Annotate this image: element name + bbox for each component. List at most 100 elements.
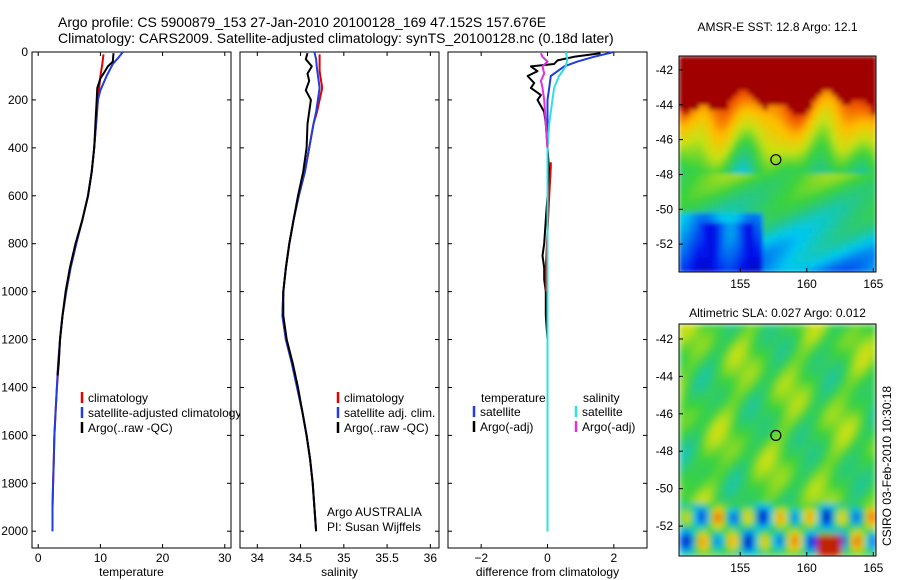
map-cell	[688, 110, 695, 116]
map-cell	[728, 267, 734, 272]
map-cell	[688, 85, 695, 91]
map-cell	[693, 513, 700, 520]
map-cell	[826, 403, 833, 409]
map-cell	[792, 154, 798, 160]
map-cell	[713, 503, 719, 510]
map-cell	[679, 70, 685, 77]
map-cell	[846, 65, 852, 72]
map-cell	[703, 198, 710, 204]
map-cell	[762, 540, 769, 547]
map-cell	[866, 208, 872, 214]
map-cell	[757, 198, 764, 204]
map-cell	[811, 154, 818, 160]
map-cell	[747, 208, 754, 214]
map-cell	[777, 188, 784, 195]
map-cell	[816, 213, 823, 219]
map-cell	[787, 134, 793, 141]
map-cell	[807, 56, 813, 62]
map-cell	[767, 545, 774, 552]
map-cell	[846, 382, 852, 388]
map-cell	[792, 213, 798, 219]
map-cell	[698, 218, 705, 224]
map-cell	[777, 213, 784, 219]
map-cell	[693, 350, 700, 357]
map-cell	[718, 508, 724, 515]
map-cell	[757, 508, 764, 515]
x-tick-label: 36	[424, 551, 438, 565]
map-cell	[679, 262, 685, 268]
map-cell	[821, 397, 828, 404]
map-cell	[757, 222, 764, 229]
map-cell	[708, 213, 715, 219]
y-tick-label: -46	[656, 407, 674, 421]
map-cell	[782, 329, 788, 336]
map-cell	[752, 545, 759, 552]
map-cell	[792, 329, 798, 336]
map-cell	[767, 392, 774, 399]
map-cell	[733, 360, 739, 367]
map-cell	[846, 324, 852, 330]
map-cell	[752, 366, 759, 373]
map-cell	[811, 466, 818, 473]
map-cell	[861, 413, 867, 420]
map-cell	[866, 100, 872, 106]
map-cell	[762, 397, 769, 404]
map-cell	[698, 144, 705, 150]
map-cell	[683, 424, 690, 431]
map-cell	[846, 232, 852, 239]
map-cell	[797, 110, 803, 116]
map-cell	[743, 257, 749, 263]
map-cell	[777, 95, 784, 101]
map-cell	[811, 498, 818, 504]
map-cell	[826, 371, 833, 378]
map-cell	[713, 455, 719, 462]
map-cell	[787, 203, 793, 209]
map-cell	[851, 550, 857, 556]
map-cell	[738, 418, 744, 425]
map-cell	[757, 149, 764, 155]
map-cell	[787, 366, 793, 373]
map-cell	[821, 376, 828, 383]
map-cell	[816, 550, 823, 556]
map-cell	[792, 360, 798, 367]
map-cell	[787, 129, 793, 136]
map-cell	[816, 371, 823, 378]
map-cell	[708, 105, 715, 111]
map-cell	[836, 503, 843, 510]
map-cell	[861, 90, 867, 96]
map-cell	[777, 164, 784, 170]
map-cell	[792, 482, 798, 489]
map-cell	[871, 466, 876, 473]
map-cell	[836, 105, 843, 111]
map-cell	[816, 242, 823, 249]
map-cell	[782, 134, 788, 141]
map-cell	[846, 168, 852, 175]
map-cell	[866, 237, 872, 244]
map-cell	[787, 257, 793, 263]
map-cell	[757, 350, 764, 357]
map-cell	[718, 65, 724, 72]
map-cell	[831, 450, 838, 457]
map-cell	[703, 65, 710, 72]
map-cell	[752, 114, 759, 121]
map-cell	[728, 232, 734, 239]
map-cell	[831, 56, 838, 62]
map-cell	[762, 173, 769, 180]
map-cell	[688, 445, 695, 452]
map-cell	[762, 154, 769, 160]
map-cell	[738, 339, 744, 346]
map-cell	[772, 487, 779, 494]
map-cell	[797, 242, 803, 249]
map-cell	[752, 403, 759, 409]
map-cell	[679, 540, 685, 547]
map-cell	[841, 540, 848, 547]
map-cell	[802, 350, 808, 357]
map-cell	[831, 424, 838, 431]
map-cell	[698, 350, 705, 357]
map-cell	[688, 461, 695, 467]
map-cell	[792, 324, 798, 330]
map-cell	[821, 360, 828, 367]
map-cell	[856, 242, 862, 249]
map-cell	[757, 334, 764, 341]
map-cell	[821, 529, 828, 536]
